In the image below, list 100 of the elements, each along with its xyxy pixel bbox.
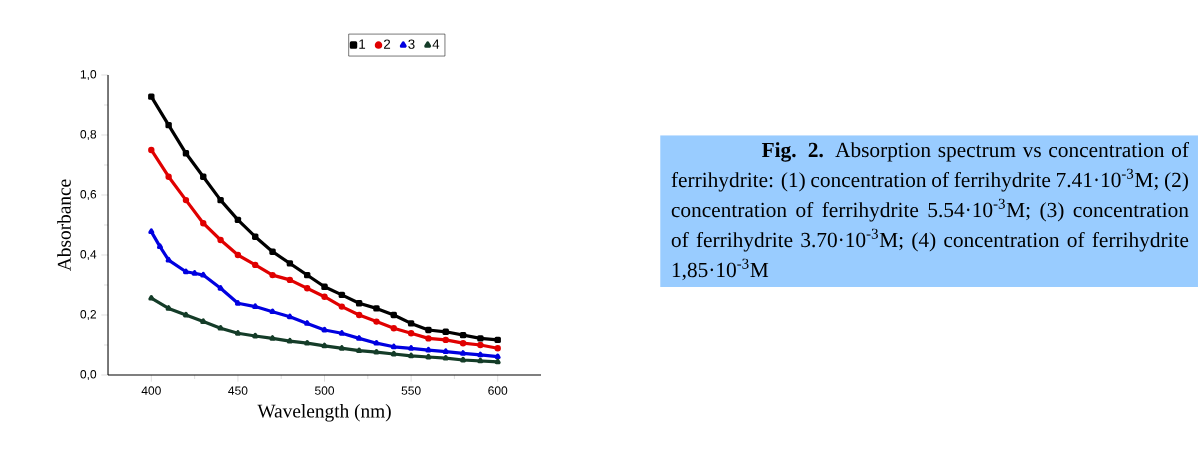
point: [252, 233, 259, 240]
x-tick-label: 500: [314, 386, 335, 395]
point: [321, 342, 328, 349]
point: [303, 285, 311, 292]
point: [269, 248, 276, 255]
point: [165, 173, 172, 180]
point: [442, 354, 449, 361]
point: [460, 350, 467, 356]
point: [182, 311, 189, 318]
point: [321, 293, 328, 300]
point: [390, 311, 397, 319]
point: [148, 93, 155, 100]
point: [442, 336, 449, 344]
point: [286, 260, 294, 267]
point: [269, 308, 276, 315]
point: [286, 276, 294, 284]
point: [373, 348, 380, 355]
point: [477, 341, 484, 349]
point: [425, 353, 432, 360]
point: [338, 303, 346, 310]
legend-label: 4: [432, 39, 440, 49]
point: [408, 345, 415, 351]
x-tick-label: 550: [401, 386, 421, 395]
point: [182, 150, 190, 157]
point: [477, 357, 484, 364]
point: [373, 339, 380, 346]
x-tick-label: 600: [488, 386, 508, 395]
point: [338, 291, 346, 299]
point: [494, 353, 501, 360]
point: [303, 271, 311, 279]
point: [269, 335, 276, 341]
y-tick-label: 0,2: [80, 310, 97, 320]
point: [407, 320, 415, 327]
point: [338, 330, 345, 336]
point: [494, 345, 501, 352]
point: [356, 335, 363, 341]
point: [356, 347, 363, 354]
point: [373, 305, 380, 312]
point: [425, 326, 432, 334]
point: [286, 313, 293, 320]
point: [373, 318, 380, 325]
point: [217, 196, 224, 204]
point: [460, 356, 467, 363]
y-tick-label: 0,6: [80, 190, 97, 200]
legend-label: 1: [359, 39, 366, 49]
point: [442, 348, 449, 354]
point: [442, 328, 449, 335]
point: [425, 335, 432, 342]
point: [355, 311, 363, 319]
legend-label: 2: [383, 39, 391, 49]
point: [477, 335, 484, 342]
y-axis-title: Absorbance: [57, 179, 71, 271]
point: [148, 146, 155, 154]
point: [459, 339, 467, 347]
point: [304, 320, 311, 326]
point: [269, 271, 276, 279]
point: [234, 330, 241, 336]
point: [200, 173, 207, 180]
point: [338, 345, 345, 351]
point: [182, 268, 189, 275]
point: [182, 196, 190, 204]
point: [304, 339, 311, 346]
point: [165, 256, 172, 263]
point: [165, 305, 172, 311]
point: [252, 332, 259, 339]
point: [355, 300, 363, 307]
point: [200, 219, 207, 227]
point: [234, 251, 242, 259]
legend-label: 3: [408, 39, 415, 49]
point: [494, 336, 501, 344]
y-tick-label: 1,0: [80, 70, 97, 80]
point: [234, 300, 241, 306]
x-tick-label: 450: [228, 386, 248, 395]
point: [407, 330, 415, 337]
point: [390, 343, 397, 350]
point: [148, 228, 155, 234]
point: [252, 303, 259, 309]
point: [148, 294, 155, 301]
point: [156, 243, 163, 249]
point: [200, 271, 207, 278]
point: [217, 285, 224, 291]
y-tick-label: 0,8: [80, 130, 97, 140]
point: [425, 346, 432, 353]
point: [191, 270, 198, 276]
point: [321, 283, 328, 290]
point: [321, 326, 328, 333]
point: [390, 350, 397, 357]
point: [252, 261, 259, 269]
point: [234, 216, 242, 224]
point: [477, 351, 484, 358]
point: [459, 331, 467, 339]
point: [217, 236, 224, 244]
x-axis-title: Wavelength (nm): [257, 404, 391, 422]
point: [494, 358, 501, 365]
x-tick-label: 400: [141, 386, 161, 395]
point: [390, 324, 397, 332]
point: [286, 337, 293, 344]
point: [165, 121, 172, 129]
point: [217, 324, 224, 331]
point: [408, 352, 415, 359]
